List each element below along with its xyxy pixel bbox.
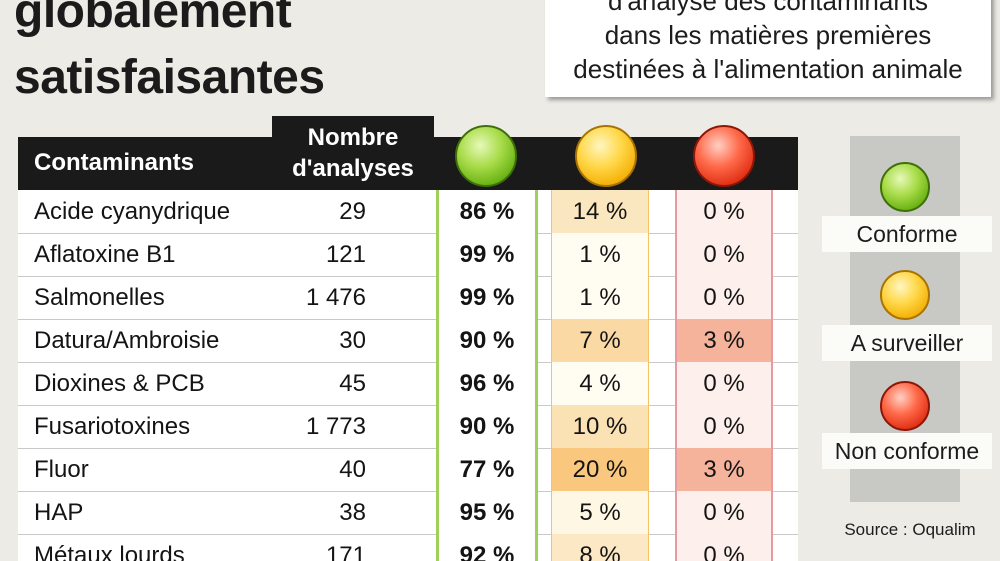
table-row	[18, 405, 798, 449]
analysis-count: 1 476	[305, 284, 366, 311]
contaminant-name: HAP	[34, 499, 84, 526]
non-conforme-percent: 0 %	[675, 405, 773, 448]
subtitle-line-2: dans les matières premières	[604, 20, 932, 50]
legend-a-surveiller-label: A surveiller	[822, 325, 992, 361]
contaminant-name: Fluor	[34, 456, 89, 483]
contaminant-name: Fusariotoxines	[34, 413, 191, 440]
contaminant-name: Salmonelles	[34, 284, 165, 311]
conforme-percent: 99 %	[436, 233, 538, 276]
non-conforme-percent: 0 %	[675, 276, 773, 319]
contaminant-name: Aflatoxine B1	[34, 241, 176, 268]
contaminant-name: Dioxines & PCB	[34, 370, 205, 397]
table-row	[18, 319, 798, 363]
surveiller-percent: 10 %	[551, 405, 649, 448]
header-nombre-line-2: d'analyses	[292, 155, 414, 182]
analysis-count: 1 773	[305, 413, 366, 440]
surveiller-percent: 7 %	[551, 319, 649, 362]
analysis-count: 121	[325, 241, 366, 268]
table-row	[18, 362, 798, 406]
analysis-count: 38	[339, 499, 366, 526]
conforme-percent: 86 %	[436, 190, 538, 233]
table-row	[18, 534, 798, 561]
analysis-count: 29	[339, 198, 366, 225]
table-row	[18, 448, 798, 492]
non-conforme-percent: 0 %	[675, 233, 773, 276]
table-body: Acide cyanydrique 29 86 % 14 % 0 % Aflat…	[18, 190, 798, 561]
legend-conforme-label: Conforme	[822, 216, 992, 252]
conforme-percent: 92 %	[436, 534, 538, 561]
contaminant-name: Acide cyanydrique	[34, 198, 231, 225]
legend-non-conforme-label: Non conforme	[822, 433, 992, 469]
header-contaminants: Contaminants	[34, 149, 195, 176]
table-row	[18, 276, 798, 320]
analysis-count: 40	[339, 456, 366, 483]
header-nombre-analyses: Nombre d'analyses	[272, 116, 434, 190]
conforme-percent: 95 %	[436, 491, 538, 534]
green-light-icon	[455, 125, 517, 187]
conforme-percent: 99 %	[436, 276, 538, 319]
conforme-percent: 77 %	[436, 448, 538, 491]
surveiller-percent: 20 %	[551, 448, 649, 491]
contaminant-name: Datura/Ambroisie	[34, 327, 220, 354]
non-conforme-percent: 0 %	[675, 491, 773, 534]
legend-green-light-icon	[880, 162, 930, 212]
conforme-percent: 90 %	[436, 405, 538, 448]
page-title-line-2: satisfaisantes	[14, 51, 325, 104]
surveiller-percent: 8 %	[551, 534, 649, 561]
yellow-light-icon	[575, 125, 637, 187]
legend-yellow-light-icon	[880, 270, 930, 320]
page-title-line-1: globalement	[14, 0, 292, 38]
non-conforme-percent: 0 %	[675, 534, 773, 561]
non-conforme-percent: 3 %	[675, 448, 773, 491]
non-conforme-percent: 0 %	[675, 362, 773, 405]
surveiller-percent: 1 %	[551, 276, 649, 319]
surveiller-percent: 5 %	[551, 491, 649, 534]
analysis-count: 30	[339, 327, 366, 354]
red-light-icon	[693, 125, 755, 187]
legend-red-light-icon	[880, 381, 930, 431]
surveiller-percent: 4 %	[551, 362, 649, 405]
conforme-percent: 90 %	[436, 319, 538, 362]
surveiller-percent: 14 %	[551, 190, 649, 233]
analysis-count: 45	[339, 370, 366, 397]
source-credit: Source : Oqualim	[844, 520, 976, 539]
surveiller-percent: 1 %	[551, 233, 649, 276]
table-row	[18, 233, 798, 277]
table-row	[18, 491, 798, 535]
header-contaminants-cell: Contaminants	[18, 137, 272, 190]
header-nombre-line-1: Nombre	[307, 124, 399, 151]
non-conforme-percent: 3 %	[675, 319, 773, 362]
non-conforme-percent: 0 %	[675, 190, 773, 233]
subtitle-line-1: d'analyse des contaminants	[607, 0, 929, 16]
table-row	[18, 190, 798, 233]
contaminant-name: Métaux lourds	[34, 542, 185, 561]
subtitle-box: d'analyse des contaminants dans les mati…	[545, 0, 991, 97]
subtitle-line-3: destinées à l'alimentation animale	[573, 54, 963, 84]
conforme-percent: 96 %	[436, 362, 538, 405]
analysis-count: 171	[325, 542, 366, 561]
